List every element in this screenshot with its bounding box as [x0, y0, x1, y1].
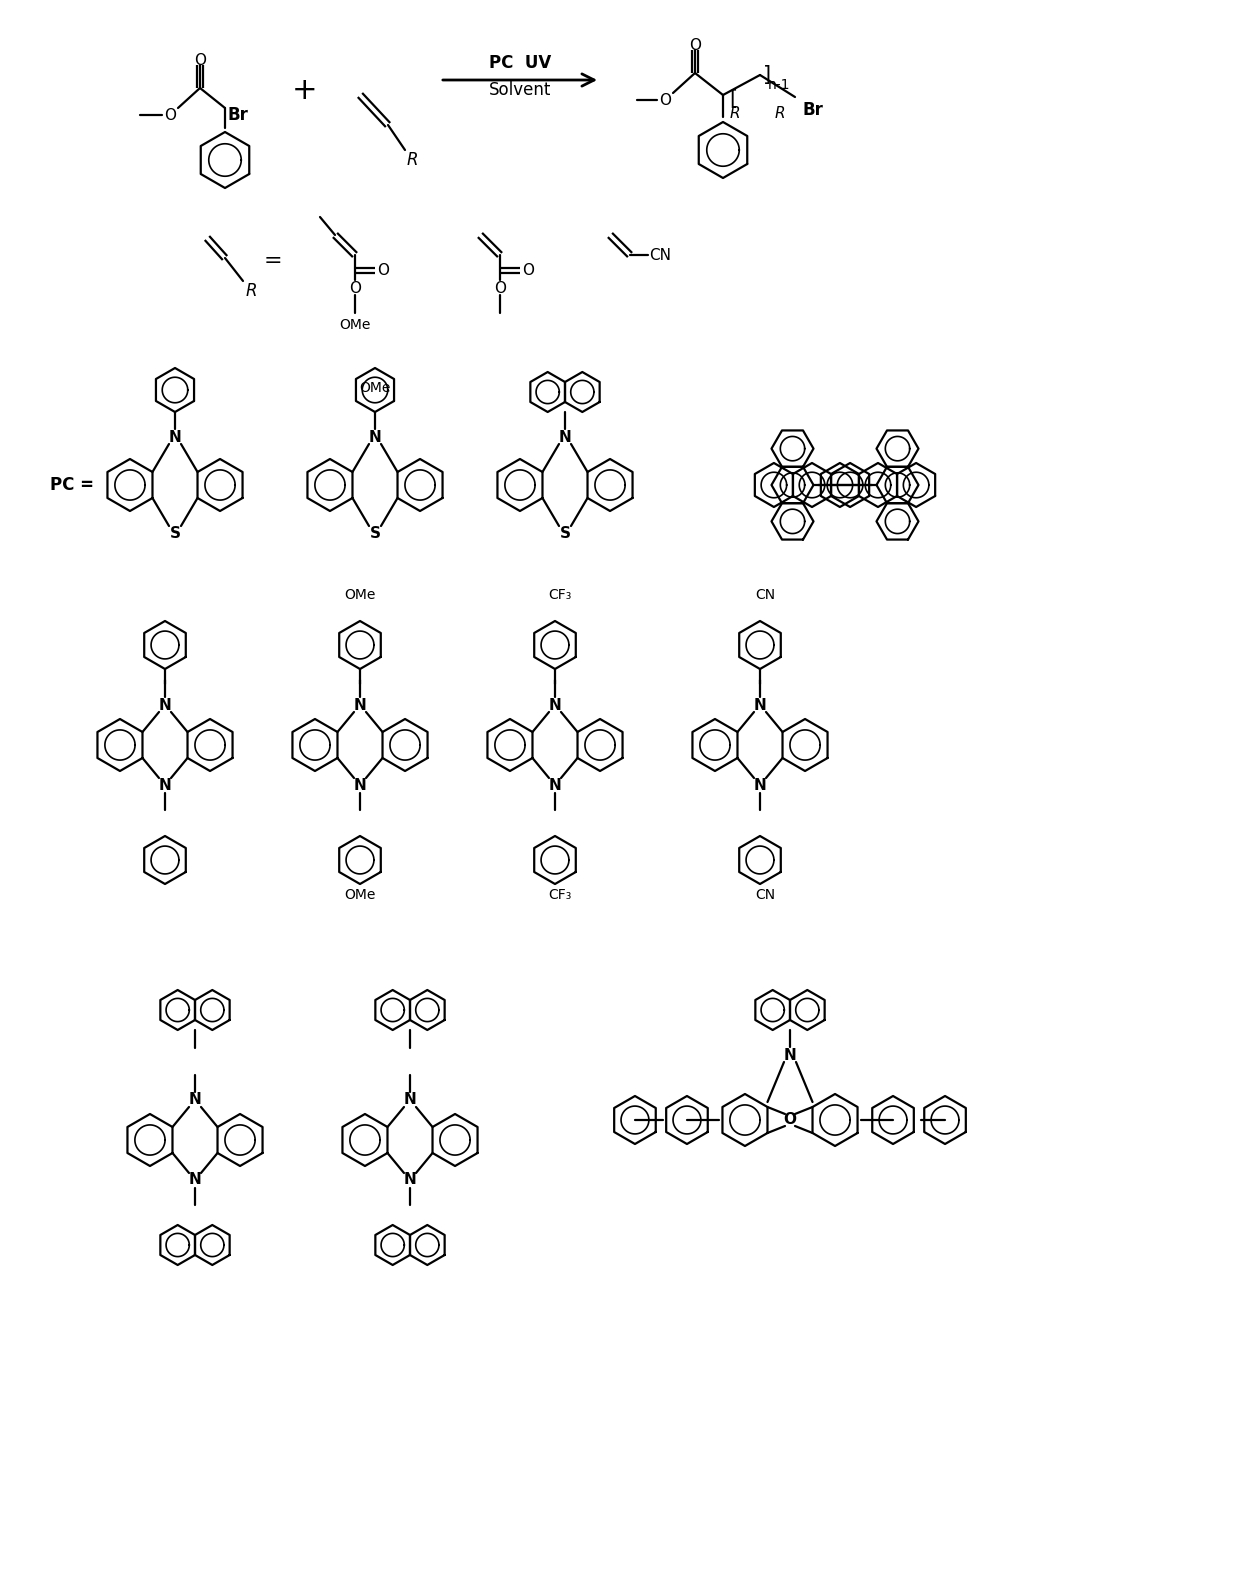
Text: N: N: [548, 698, 562, 713]
Text: CN: CN: [755, 888, 775, 902]
Text: R: R: [775, 105, 785, 121]
Text: O: O: [164, 107, 176, 123]
Text: N: N: [784, 1048, 796, 1062]
Text: O: O: [377, 262, 389, 278]
Text: O: O: [348, 281, 361, 295]
Text: Solvent: Solvent: [489, 82, 552, 99]
Text: O: O: [193, 52, 206, 68]
Text: N: N: [404, 1172, 417, 1188]
Text: O: O: [784, 1112, 796, 1128]
Text: PC =: PC =: [50, 476, 94, 493]
Text: N: N: [559, 429, 572, 445]
Text: N: N: [353, 698, 366, 713]
Text: OMe: OMe: [345, 888, 376, 902]
Text: +: +: [293, 75, 317, 105]
Text: N: N: [548, 778, 562, 792]
Text: OMe: OMe: [345, 588, 376, 602]
Text: N: N: [404, 1092, 417, 1108]
Text: Br: Br: [802, 101, 823, 119]
Text: PC  UV: PC UV: [489, 53, 551, 72]
Text: R: R: [729, 105, 740, 121]
Text: OMe: OMe: [340, 317, 371, 331]
Text: O: O: [689, 38, 701, 52]
Text: CF₃: CF₃: [548, 588, 572, 602]
Text: N: N: [188, 1092, 201, 1108]
Text: n-1: n-1: [768, 79, 790, 93]
Text: O: O: [522, 262, 534, 278]
Text: OMe: OMe: [360, 382, 391, 394]
Text: CF₃: CF₃: [548, 888, 572, 902]
Text: N: N: [754, 778, 766, 792]
Text: R: R: [246, 283, 257, 300]
Text: S: S: [559, 526, 570, 540]
Text: N: N: [159, 778, 171, 792]
Text: =: =: [264, 251, 283, 272]
Text: CN: CN: [755, 588, 775, 602]
Text: N: N: [169, 429, 181, 445]
Text: [: [: [729, 90, 737, 108]
Text: N: N: [353, 778, 366, 792]
Text: N: N: [188, 1172, 201, 1188]
Text: CN: CN: [649, 248, 671, 262]
Text: S: S: [370, 526, 381, 540]
Text: ]: ]: [763, 64, 771, 85]
Text: N: N: [754, 698, 766, 713]
Text: R: R: [407, 151, 418, 170]
Text: O: O: [658, 93, 671, 107]
Text: N: N: [159, 698, 171, 713]
Text: N: N: [368, 429, 382, 445]
Text: S: S: [170, 526, 181, 540]
Text: Br: Br: [228, 105, 248, 124]
Text: O: O: [494, 281, 506, 295]
